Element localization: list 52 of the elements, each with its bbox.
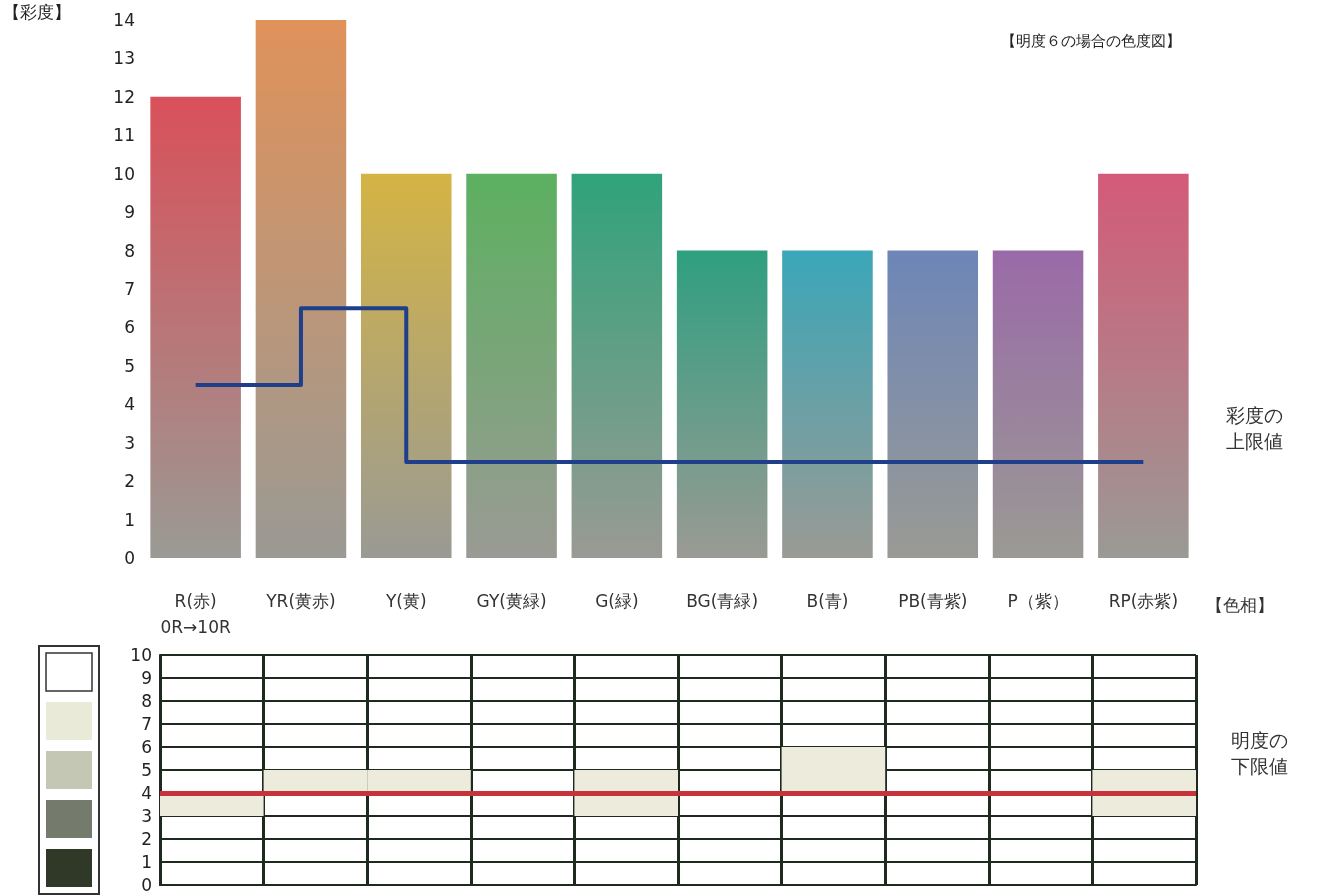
y-tick-label: 11 xyxy=(113,125,135,146)
y-tick-label: 7 xyxy=(141,714,152,734)
y-tick-label: 9 xyxy=(141,668,152,688)
x-tick-label: G(緑) xyxy=(595,591,639,611)
ref-line-label: 明度の下限値 xyxy=(1231,729,1288,777)
bar xyxy=(781,747,886,793)
y-tick-label: 8 xyxy=(141,691,152,711)
text: 彩度の上限値 xyxy=(1226,403,1284,452)
y-tick-label: 2 xyxy=(141,829,152,849)
y-tick-label: 14 xyxy=(113,10,135,30)
bar xyxy=(466,173,557,558)
y-tick-label: 12 xyxy=(113,86,135,107)
y-tick-label: 9 xyxy=(124,202,135,223)
x-tick-label: R(赤) 0R→10R xyxy=(160,591,231,637)
bar xyxy=(1098,173,1189,558)
y-axis-title: 【彩度】 xyxy=(3,1,71,22)
y-tick-label: 1 xyxy=(141,852,152,872)
bar xyxy=(150,96,241,558)
y-tick-label: 8 xyxy=(124,240,135,261)
y-tick-label: 10 xyxy=(113,163,135,184)
y-tick-label: 4 xyxy=(141,783,152,803)
y-tick-label: 0 xyxy=(141,875,152,895)
bar xyxy=(887,250,979,558)
y-tick-label: 6 xyxy=(124,317,135,338)
bar xyxy=(360,173,452,558)
y-tick-label: 3 xyxy=(124,432,135,453)
x-tick-label: Y(黄) xyxy=(384,591,427,611)
y-tick-label: 4 xyxy=(124,394,135,415)
x-axis-title: 【色相】 xyxy=(1206,594,1274,615)
y-tick-label: 7 xyxy=(124,279,135,299)
y-tick-label: 2 xyxy=(124,471,135,492)
y-tick-label: 0 xyxy=(124,548,135,568)
y-tick-label: 5 xyxy=(141,760,152,780)
y-tick-label: 10 xyxy=(130,645,152,665)
x-tick-label: BG(青緑) xyxy=(686,591,759,611)
x-tick-label: B(青) xyxy=(806,591,849,611)
y-tick-label: 1 xyxy=(124,509,135,530)
bar xyxy=(782,250,873,558)
text: 【明度６の場合の色度図】 xyxy=(1001,31,1181,50)
x-tick-label: PB(青紫) xyxy=(898,591,968,611)
bar xyxy=(676,250,768,558)
bar xyxy=(255,20,347,558)
x-tick-label: YR(黄赤) xyxy=(265,591,336,611)
y-tick-label: 5 xyxy=(124,355,135,376)
bar xyxy=(571,173,663,558)
x-tick-label: GY(黄緑) xyxy=(476,591,547,611)
y-tick-label: 6 xyxy=(141,737,152,757)
bar xyxy=(992,250,1084,558)
y-tick-label: 13 xyxy=(113,48,135,69)
y-tick-label: 3 xyxy=(141,806,152,826)
x-tick-label: RP(赤紫) xyxy=(1108,591,1179,611)
x-tick-label: P（紫） xyxy=(1007,591,1069,611)
